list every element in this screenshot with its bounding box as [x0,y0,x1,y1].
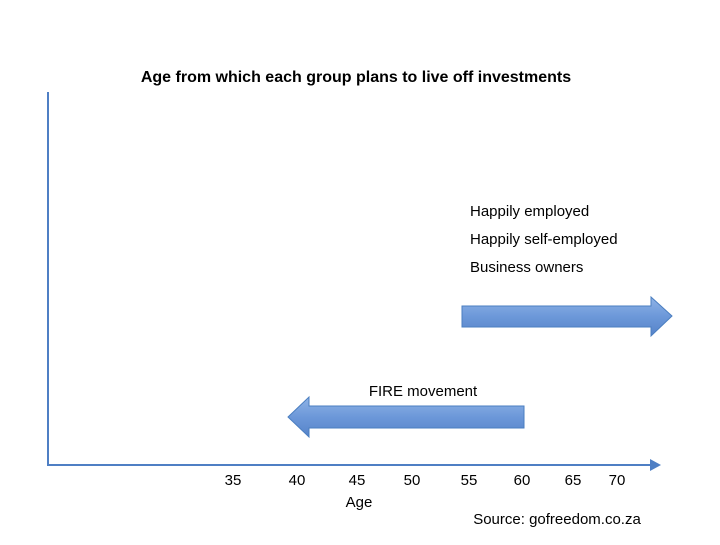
title: Age from which each group plans to live … [141,69,571,86]
x-tick-label: 60 [514,472,531,489]
x-tick-label: 40 [289,472,306,489]
groups-arrow [461,295,673,338]
axis-label: Age [346,494,373,511]
group-label: Happily employed [470,203,589,220]
tick-labels: 35 40 45 50 55 60 65 70 [225,472,626,489]
x-tick-label: 70 [609,472,626,489]
x-tick-label: 35 [225,472,242,489]
x-tick-label: 50 [404,472,421,489]
group-label: Business owners [470,259,583,276]
x-tick-label: 65 [565,472,582,489]
fire-label: FIRE movement [369,383,478,400]
source: Source: gofreedom.co.za [473,511,641,528]
fire-arrow [287,395,525,439]
x-axis-arrowhead [650,459,661,471]
x-tick-label: 55 [461,472,478,489]
x-tick-label: 45 [349,472,366,489]
group-label: Happily self-employed [470,231,618,248]
